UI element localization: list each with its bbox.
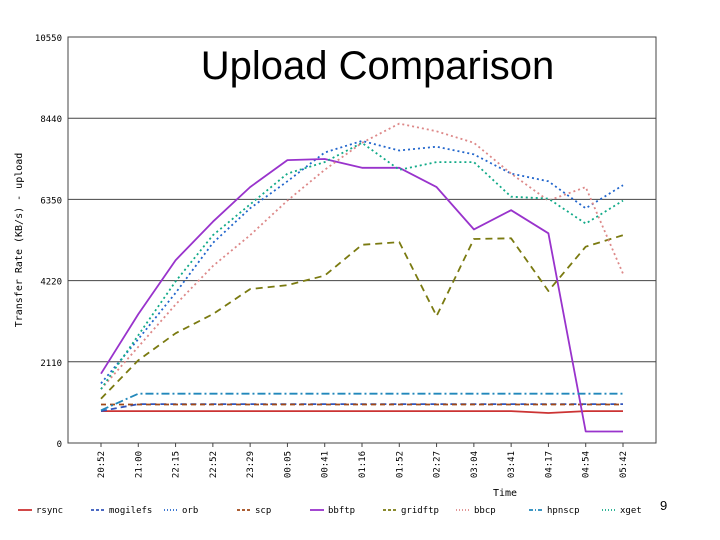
x-tick-label: 04:54: [582, 451, 592, 478]
x-tick-label: 05:42: [619, 451, 629, 478]
x-tick-label: 22:52: [209, 451, 219, 478]
series-line-bbcp: [100, 122, 624, 390]
series-line-bbftp: [100, 158, 623, 433]
x-tick-label: 01:52: [395, 451, 405, 478]
x-tick-labels: 20:52 21:00 22:15 22:52 23:29 00:05 00:41 01:16…: [97, 443, 629, 478]
series-lines: [100, 122, 624, 433]
x-tick-label: 00:41: [321, 451, 331, 478]
y-tick-label: 0: [57, 440, 62, 450]
x-tick-label: 03:41: [507, 451, 517, 478]
x-tick-label: 02:27: [433, 451, 443, 478]
x-tick-label: 03:04: [470, 451, 480, 478]
legend-label-scp: scp: [255, 506, 271, 516]
legend-label-mogilefs: mogilefs: [109, 506, 152, 516]
legend: rsync mogilefs orb scp bbftp gridftp bbcp hpnsc…: [18, 506, 642, 516]
series-line-xget: [100, 141, 624, 390]
legend-label-bbcp: bbcp: [474, 506, 496, 516]
legend-label-gridftp: gridftp: [401, 506, 439, 516]
legend-label-rsync: rsync: [36, 506, 63, 516]
y-tick-label: 8440: [40, 115, 62, 125]
series-line-rsync: [101, 410, 623, 414]
y-tick-label: 2110: [40, 359, 62, 369]
x-tick-label: 01:16: [358, 451, 368, 478]
x-tick-label: 23:29: [246, 451, 256, 478]
legend-label-xget: xget: [620, 506, 642, 516]
x-tick-label: 04:17: [544, 451, 554, 478]
legend-label-hpnscp: hpnscp: [547, 506, 580, 516]
x-axis-label: Time: [493, 488, 517, 499]
y-tick-label: 6350: [40, 196, 62, 206]
x-tick-label: 21:00: [134, 451, 144, 478]
x-tick-label: 00:05: [283, 451, 293, 478]
series-line-hpnscp: [100, 392, 623, 412]
plot-area: [67, 36, 657, 444]
y-tick-label: 4220: [40, 278, 62, 288]
page-number: 9: [660, 498, 668, 513]
y-tick-label: 10550: [35, 34, 62, 44]
chart-title: Upload Comparison: [200, 44, 555, 88]
x-tick-label: 20:52: [97, 451, 107, 478]
y-tick-labels: 0 2110 4220 6350 8440 10550: [35, 34, 62, 450]
legend-label-orb: orb: [182, 506, 198, 516]
y-axis-label: Transfer Rate (KB/s) - upload: [14, 153, 25, 328]
series-line-gridftp: [100, 234, 624, 400]
legend-label-bbftp: bbftp: [328, 506, 355, 516]
x-tick-label: 22:15: [172, 451, 182, 478]
